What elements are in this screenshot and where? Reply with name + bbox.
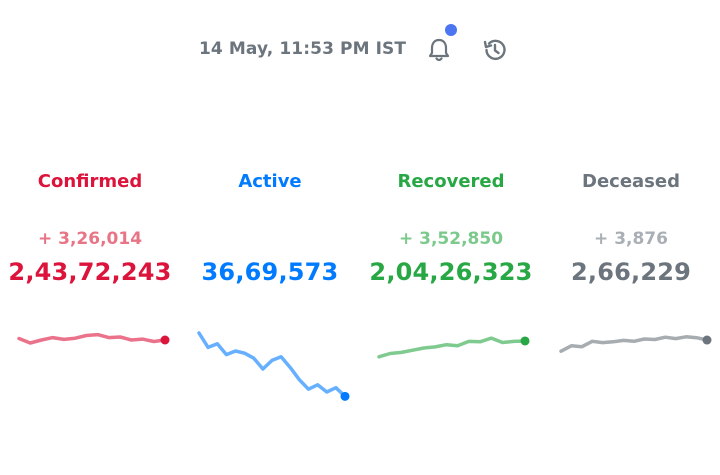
level-confirmed-label: Confirmed bbox=[37, 171, 143, 192]
sparkline-path bbox=[559, 335, 709, 353]
notification-dot bbox=[445, 24, 457, 36]
level-deceased-label: Deceased bbox=[582, 171, 680, 192]
level-recovered-label: Recovered bbox=[397, 171, 505, 192]
bell-icon bbox=[428, 38, 450, 62]
level-deceased-total: 2,66,229 bbox=[570, 258, 692, 286]
level-recovered-total: 2,04,26,323 bbox=[369, 258, 533, 286]
sparkline-end-dot bbox=[160, 335, 170, 345]
header: 14 May, 11:53 PM IST bbox=[0, 24, 720, 70]
history-button[interactable] bbox=[480, 35, 510, 65]
sparkline-path bbox=[17, 332, 167, 345]
sparkline-deceased bbox=[559, 335, 712, 353]
history-icon bbox=[483, 39, 506, 60]
sparkline-end-dot bbox=[702, 335, 712, 345]
level-confirmed-total: 2,43,72,243 bbox=[8, 258, 172, 286]
level-deceased-delta: + 3,876 bbox=[594, 229, 668, 249]
sparkline-end-dot bbox=[520, 336, 530, 346]
sparkline-path bbox=[197, 331, 347, 399]
level-active-label: Active bbox=[238, 171, 302, 192]
notifications-button[interactable] bbox=[424, 24, 457, 65]
last-updated-timestamp: 14 May, 11:53 PM IST bbox=[199, 39, 407, 59]
level-recovered-delta: + 3,52,850 bbox=[398, 229, 504, 249]
level-confirmed-delta: + 3,26,014 bbox=[37, 229, 143, 249]
sparkline-active bbox=[197, 331, 350, 401]
sparkline-recovered bbox=[377, 336, 530, 359]
sparkline-path bbox=[377, 336, 527, 359]
sparkline-confirmed bbox=[17, 332, 170, 345]
sparkline-end-dot bbox=[340, 391, 350, 401]
level-active-total: 36,69,573 bbox=[201, 258, 339, 286]
